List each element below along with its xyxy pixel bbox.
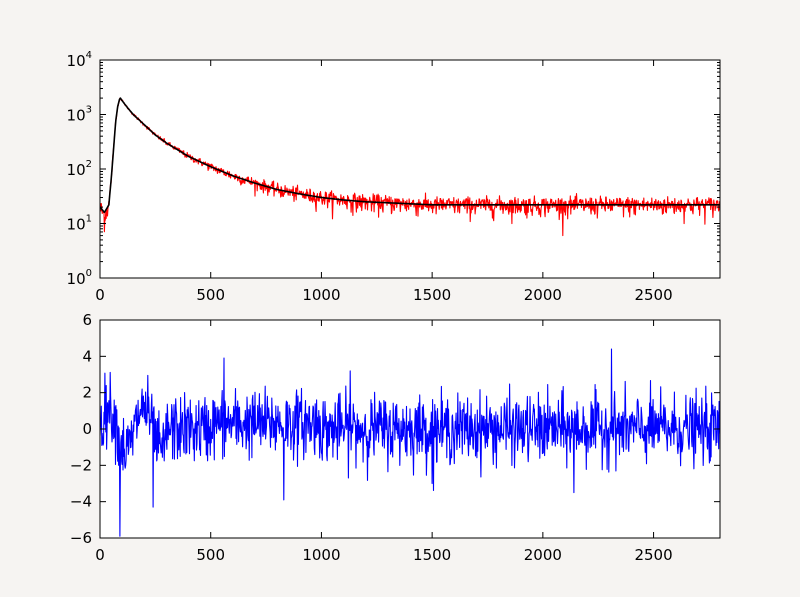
y-tick-label: 2: [82, 384, 92, 402]
x-tick-label: 1500: [413, 546, 451, 564]
y-tick-label: 103: [67, 105, 92, 125]
x-tick-label: 2500: [634, 286, 672, 304]
y-tick-label: 6: [82, 311, 92, 329]
top-panel-log-plot: 0 500 1000 1500 2000 2500 100 101 102 103 104: [67, 50, 721, 304]
x-tick-label: 1000: [302, 286, 340, 304]
y-tick-label: −2: [70, 456, 92, 474]
x-tick-label: 0: [95, 286, 105, 304]
y-tick-label: 101: [67, 214, 92, 234]
x-tick-label: 1500: [413, 286, 451, 304]
x-tick-label: 2500: [634, 546, 672, 564]
plot-area: [100, 60, 720, 278]
y-tick-label: 102: [67, 159, 92, 179]
series-line-fit: [100, 97, 720, 214]
y-tick-label: 4: [82, 347, 92, 365]
x-tick-label: 1000: [302, 546, 340, 564]
x-tick-label: 2000: [524, 546, 562, 564]
x-tick-label: 500: [196, 546, 225, 564]
y-tick-label: −4: [70, 493, 92, 511]
series-line-residuals: [100, 348, 720, 537]
y-tick-label: −6: [70, 529, 92, 547]
bottom-panel-residuals-plot: 0 500 1000 1500 2000 2500 −6 −4 −2 0 2 4 6: [70, 311, 721, 564]
series-layer: [100, 348, 720, 537]
y-tick-label: 104: [67, 50, 92, 70]
x-tick-label: 2000: [524, 286, 562, 304]
y-tick-label: 0: [82, 420, 92, 438]
series-layer: [100, 97, 720, 237]
x-tick-label: 500: [196, 286, 225, 304]
y-tick-label: 100: [67, 268, 92, 288]
x-tick-label: 0: [95, 546, 105, 564]
